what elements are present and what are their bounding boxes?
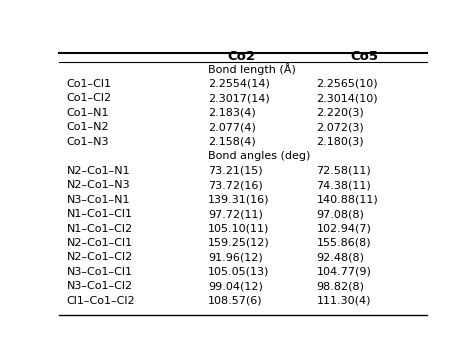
Text: 111.30(4): 111.30(4) bbox=[316, 296, 371, 306]
Text: 2.3017(14): 2.3017(14) bbox=[208, 93, 270, 103]
Text: 140.88(11): 140.88(11) bbox=[316, 195, 378, 205]
Text: 98.82(8): 98.82(8) bbox=[316, 281, 365, 291]
Text: 73.21(15): 73.21(15) bbox=[208, 166, 263, 176]
Text: 99.04(12): 99.04(12) bbox=[208, 281, 263, 291]
Text: N1–Co1–Cl1: N1–Co1–Cl1 bbox=[66, 209, 133, 219]
Text: 73.72(16): 73.72(16) bbox=[208, 180, 263, 190]
Text: 2.2565(10): 2.2565(10) bbox=[316, 79, 378, 89]
Text: N2–Co1–N1: N2–Co1–N1 bbox=[66, 166, 130, 176]
Text: Bond angles (deg): Bond angles (deg) bbox=[208, 151, 310, 161]
Text: 72.58(11): 72.58(11) bbox=[316, 166, 371, 176]
Text: Co1–Cl1: Co1–Cl1 bbox=[66, 79, 111, 89]
Text: 97.72(11): 97.72(11) bbox=[208, 209, 263, 219]
Text: Bond length (Å): Bond length (Å) bbox=[208, 64, 296, 75]
Text: 92.48(8): 92.48(8) bbox=[316, 252, 365, 262]
Text: 74.38(11): 74.38(11) bbox=[316, 180, 371, 190]
Text: 2.183(4): 2.183(4) bbox=[208, 108, 256, 118]
Text: 2.3014(10): 2.3014(10) bbox=[316, 93, 378, 103]
Text: 2.180(3): 2.180(3) bbox=[316, 137, 364, 147]
Text: Co1–Cl2: Co1–Cl2 bbox=[66, 93, 112, 103]
Text: 105.05(13): 105.05(13) bbox=[208, 267, 269, 277]
Text: 2.077(4): 2.077(4) bbox=[208, 122, 256, 132]
Text: Co1–N2: Co1–N2 bbox=[66, 122, 109, 132]
Text: N1–Co1–Cl2: N1–Co1–Cl2 bbox=[66, 223, 133, 234]
Text: Co1–N1: Co1–N1 bbox=[66, 108, 109, 118]
Text: 2.158(4): 2.158(4) bbox=[208, 137, 256, 147]
Text: 102.94(7): 102.94(7) bbox=[316, 223, 371, 234]
Text: 97.08(8): 97.08(8) bbox=[316, 209, 365, 219]
Text: N2–Co1–Cl1: N2–Co1–Cl1 bbox=[66, 238, 133, 248]
Text: 108.57(6): 108.57(6) bbox=[208, 296, 263, 306]
Text: 2.220(3): 2.220(3) bbox=[316, 108, 364, 118]
Text: 159.25(12): 159.25(12) bbox=[208, 238, 270, 248]
Text: 139.31(16): 139.31(16) bbox=[208, 195, 270, 205]
Text: 2.072(3): 2.072(3) bbox=[316, 122, 364, 132]
Text: N3–Co1–N1: N3–Co1–N1 bbox=[66, 195, 130, 205]
Text: Co1–N3: Co1–N3 bbox=[66, 137, 109, 147]
Text: Cl1–Co1–Cl2: Cl1–Co1–Cl2 bbox=[66, 296, 135, 306]
Text: N3–Co1–Cl2: N3–Co1–Cl2 bbox=[66, 281, 133, 291]
Text: 91.96(12): 91.96(12) bbox=[208, 252, 263, 262]
Text: 155.86(8): 155.86(8) bbox=[316, 238, 371, 248]
Text: N3–Co1–Cl1: N3–Co1–Cl1 bbox=[66, 267, 133, 277]
Text: 105.10(11): 105.10(11) bbox=[208, 223, 269, 234]
Text: Co5: Co5 bbox=[350, 50, 378, 63]
Text: 104.77(9): 104.77(9) bbox=[316, 267, 371, 277]
Text: N2–Co1–N3: N2–Co1–N3 bbox=[66, 180, 130, 190]
Text: Co2: Co2 bbox=[227, 50, 255, 63]
Text: N2–Co1–Cl2: N2–Co1–Cl2 bbox=[66, 252, 133, 262]
Text: 2.2554(14): 2.2554(14) bbox=[208, 79, 270, 89]
